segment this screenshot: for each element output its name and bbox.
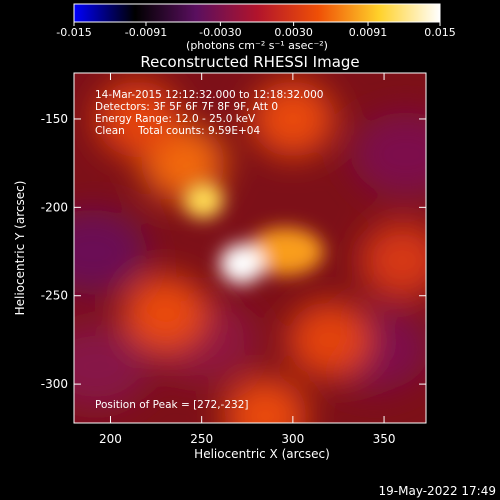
plot-frame xyxy=(73,72,427,424)
y-tick-label: -150 xyxy=(41,112,68,126)
annotation-line: Clean Total counts: 9.59E+04 xyxy=(95,125,260,137)
heatmap-peak-core xyxy=(231,256,252,271)
heatmap-negative xyxy=(74,209,147,294)
annotation-line: Detectors: 3F 5F 6F 7F 8F 9F, Att 0 xyxy=(95,101,278,113)
colorbar-ticks: -0.015 -0.0091 -0.0030 0.0030 0.0091 0.015 xyxy=(56,22,456,39)
x-tick-label: 200 xyxy=(99,432,122,446)
colorbar-tick-label: -0.0030 xyxy=(199,26,241,39)
heatmap-source xyxy=(183,182,224,219)
peak-position-label: Position of Peak = [272,-232] xyxy=(95,399,249,411)
plot-annotations: 14-Mar-2015 12:12:32.000 to 12:18:32.000… xyxy=(95,89,323,137)
x-axis-ticks: 200 250 300 350 xyxy=(99,73,396,446)
heatmap-negative xyxy=(74,324,151,409)
x-tick-label: 300 xyxy=(281,432,304,446)
footer-timestamp: 19-May-2022 17:49 xyxy=(379,484,496,498)
colorbar: -0.015 -0.0091 -0.0030 0.0030 0.0091 0.015 (p… xyxy=(56,3,456,52)
y-tick-label: -300 xyxy=(41,377,68,391)
chart-title: Reconstructed RHESSI Image xyxy=(140,53,359,71)
x-axis-label: Heliocentric X (arcsec) xyxy=(194,447,330,461)
y-tick-label: -200 xyxy=(41,200,68,214)
y-tick-label: -250 xyxy=(41,289,68,303)
y-axis-ticks: -150 -200 -250 -300 xyxy=(41,112,426,391)
heatmap-ridge xyxy=(247,227,324,276)
x-tick-label: 350 xyxy=(373,432,396,446)
colorbar-unit-label: (photons cm⁻² s⁻¹ asec⁻²) xyxy=(186,39,328,52)
heatmap-halo xyxy=(287,301,372,378)
y-axis-label: Heliocentric Y (arcsec) xyxy=(13,181,27,316)
heatmap-field xyxy=(74,80,426,423)
heatmap-halo xyxy=(123,275,207,352)
colorbar-tick-label: -0.015 xyxy=(56,26,91,39)
heatmap-halo xyxy=(360,222,426,299)
colorbar-tick-label: 0.0091 xyxy=(349,26,388,39)
colorbar-tick-label: 0.015 xyxy=(424,26,456,39)
heatmap-halo xyxy=(96,80,180,157)
heatmap-plot: 200 250 300 350 -150 -200 -250 -300 xyxy=(41,72,427,446)
heatmap-halo xyxy=(251,80,335,157)
colorbar-gradient xyxy=(73,3,441,23)
colorbar-tick-label: -0.0091 xyxy=(125,26,167,39)
annotation-line: 14-Mar-2015 12:12:32.000 to 12:18:32.000 xyxy=(95,89,323,101)
x-tick-label: 250 xyxy=(190,432,213,446)
heatmap-negative xyxy=(351,112,426,197)
colorbar-tick-label: 0.0030 xyxy=(274,26,313,39)
heatmap-halo xyxy=(223,377,308,423)
annotation-line: Energy Range: 12.0 - 25.0 keV xyxy=(95,113,256,125)
